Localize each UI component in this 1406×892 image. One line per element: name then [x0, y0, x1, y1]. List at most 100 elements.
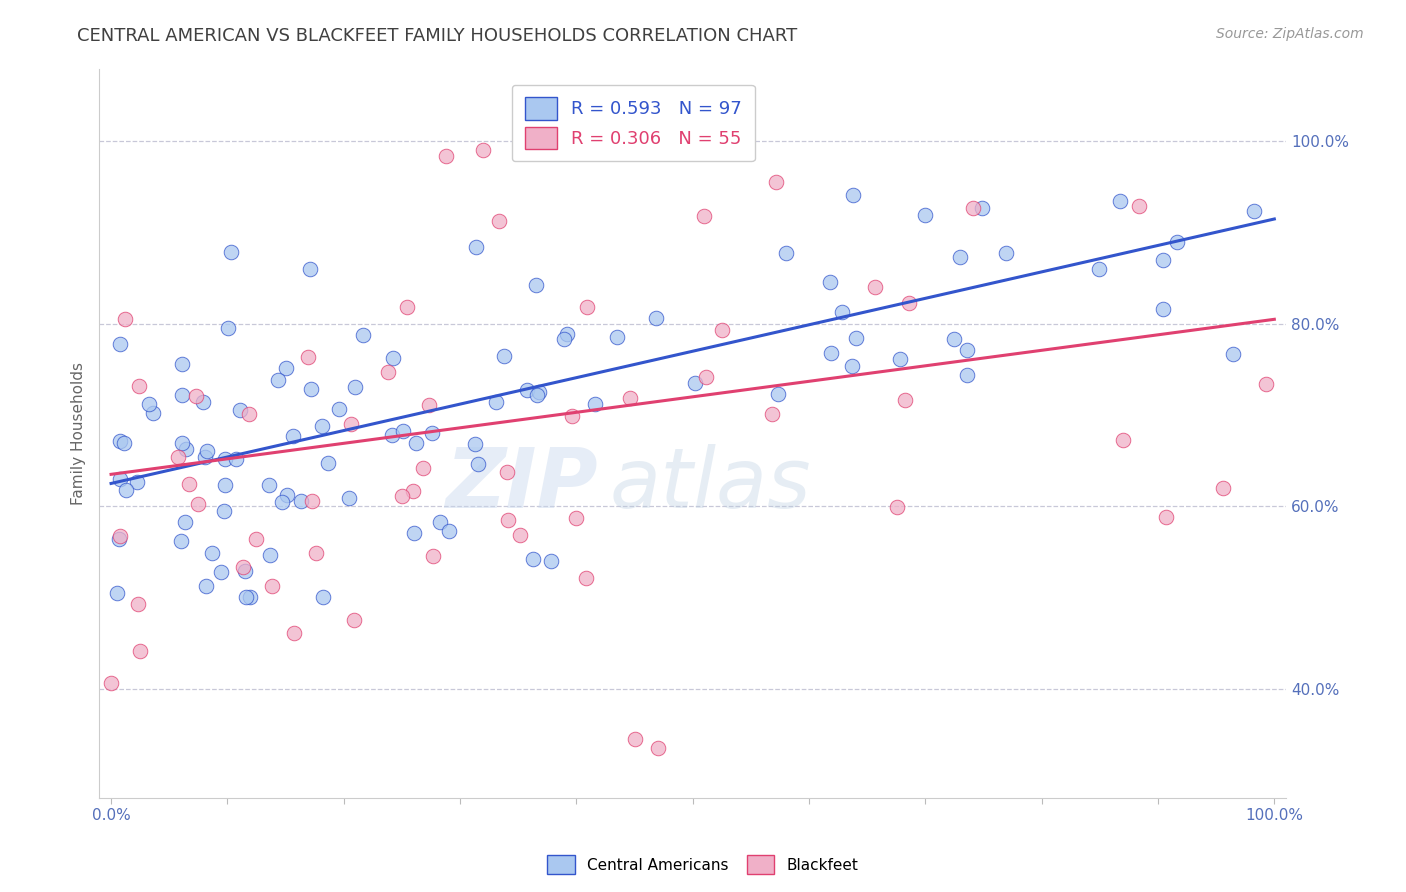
Point — [894, 392, 917, 407]
Point — [527, 384, 550, 399]
Point — [488, 213, 510, 227]
Point — [412, 460, 434, 475]
Point — [464, 437, 486, 451]
Point — [464, 240, 486, 254]
Point — [623, 731, 645, 746]
Point — [245, 532, 267, 546]
Point — [311, 419, 333, 434]
Point — [115, 483, 138, 498]
Point — [209, 565, 232, 579]
Point — [259, 548, 281, 562]
Point — [565, 511, 588, 525]
Point — [1152, 253, 1174, 268]
Point — [765, 175, 787, 189]
Point — [337, 491, 360, 505]
Point — [172, 388, 194, 402]
Point — [467, 458, 489, 472]
Point — [1112, 433, 1135, 447]
Point — [219, 244, 242, 259]
Point — [1166, 235, 1188, 249]
Point — [516, 384, 538, 398]
Point — [524, 278, 547, 293]
Point — [392, 424, 415, 438]
Point — [768, 387, 790, 401]
Point — [381, 351, 404, 366]
Point — [820, 346, 842, 360]
Point — [340, 417, 363, 432]
Point — [352, 328, 374, 343]
Point — [831, 304, 853, 318]
Point — [193, 450, 215, 464]
Point — [128, 378, 150, 392]
Point — [418, 398, 440, 412]
Point — [187, 497, 209, 511]
Point — [889, 351, 911, 366]
Point — [316, 456, 339, 470]
Point — [174, 442, 197, 456]
Point — [553, 332, 575, 346]
Point — [402, 526, 425, 541]
Point — [429, 515, 451, 529]
Point — [108, 532, 131, 546]
Point — [711, 323, 734, 337]
Point — [328, 401, 350, 416]
Point — [212, 504, 235, 518]
Point — [494, 349, 516, 363]
Point — [233, 564, 256, 578]
Point — [845, 331, 868, 345]
Point — [298, 262, 321, 277]
Point — [775, 246, 797, 260]
Point — [405, 436, 427, 450]
Point — [683, 376, 706, 391]
Point — [1212, 481, 1234, 495]
Point — [108, 434, 131, 448]
Point — [761, 407, 783, 421]
Point — [381, 428, 404, 442]
Point — [522, 552, 544, 566]
Point — [509, 528, 531, 542]
Point — [108, 471, 131, 485]
Point — [402, 484, 425, 499]
Point — [290, 494, 312, 508]
Point — [305, 546, 328, 560]
Point — [647, 740, 669, 755]
Point — [259, 478, 281, 492]
Point — [540, 554, 562, 568]
Point — [1108, 194, 1130, 209]
Point — [914, 208, 936, 222]
Point — [471, 144, 494, 158]
Point — [267, 373, 290, 387]
Point — [495, 465, 517, 479]
Point — [108, 528, 131, 542]
Point — [128, 644, 150, 658]
Point — [270, 494, 292, 508]
Point — [956, 368, 979, 383]
Point — [127, 597, 149, 611]
Legend: Central Americans, Blackfeet: Central Americans, Blackfeet — [541, 849, 865, 880]
Point — [956, 343, 979, 357]
Point — [439, 524, 461, 538]
Point — [179, 477, 201, 491]
Point — [526, 388, 548, 402]
Point — [276, 488, 298, 502]
Point — [1152, 301, 1174, 316]
Point — [1222, 347, 1244, 361]
Point — [274, 361, 297, 376]
Point — [170, 357, 193, 371]
Point — [644, 311, 666, 326]
Point — [138, 397, 160, 411]
Point — [863, 280, 886, 294]
Point — [561, 409, 583, 424]
Point — [619, 391, 641, 405]
Point — [818, 275, 841, 289]
Point — [114, 312, 136, 326]
Point — [422, 549, 444, 563]
Point — [172, 436, 194, 450]
Point — [434, 149, 457, 163]
Y-axis label: Family Households: Family Households — [72, 362, 86, 505]
Point — [1128, 200, 1150, 214]
Point — [105, 586, 128, 600]
Point — [195, 579, 218, 593]
Point — [214, 452, 236, 467]
Point — [485, 395, 508, 409]
